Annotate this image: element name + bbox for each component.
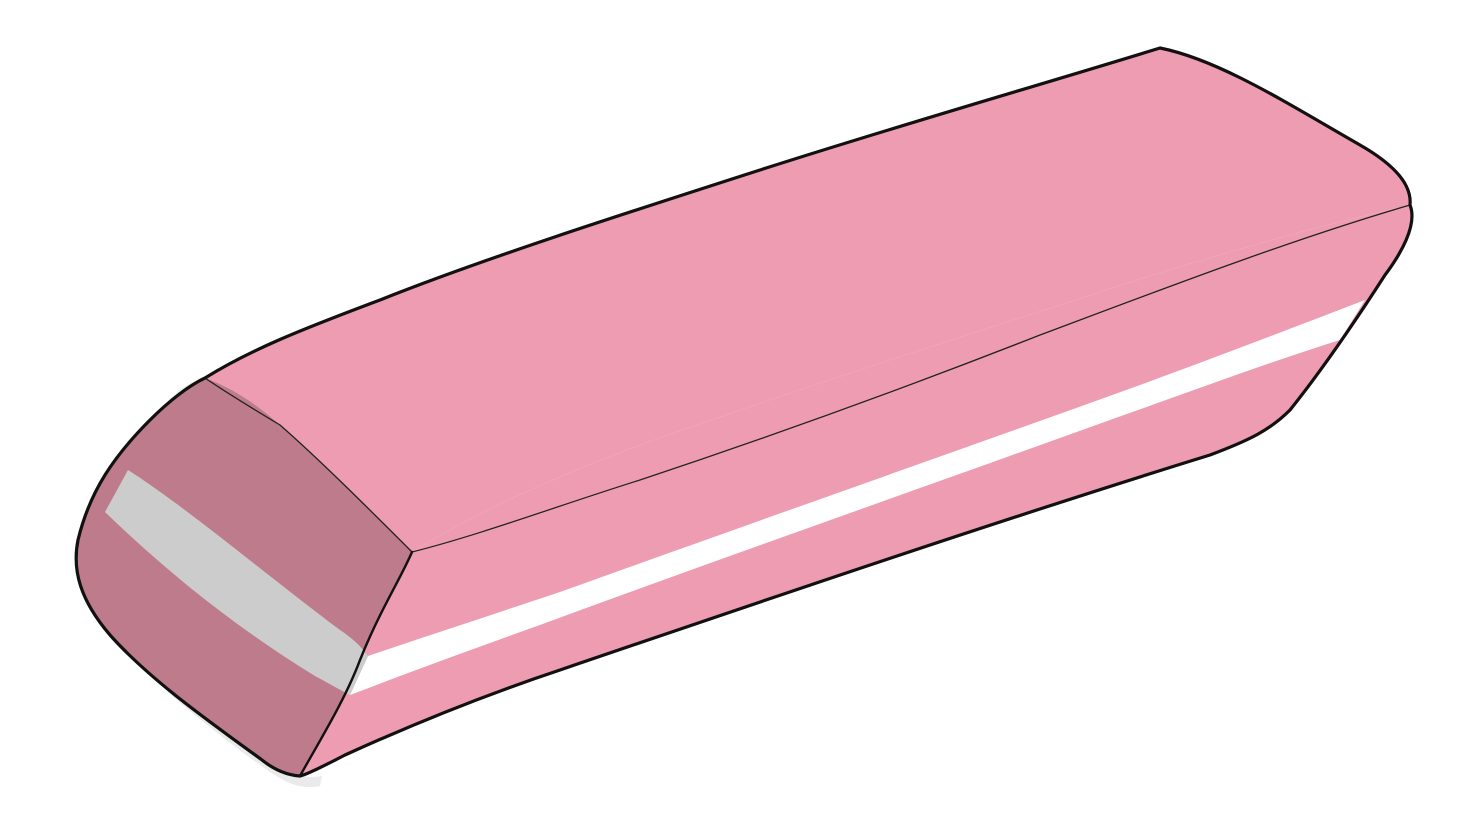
eraser-top-side-edge	[411, 204, 1411, 553]
eraser-side-stripe	[350, 300, 1365, 695]
eraser-top-end-edge	[204, 377, 413, 553]
eraser-end-stripe	[105, 470, 368, 695]
eraser-end-edge	[298, 550, 414, 778]
eraser-top-face	[205, 48, 1411, 552]
eraser-outline	[74, 46, 1414, 778]
